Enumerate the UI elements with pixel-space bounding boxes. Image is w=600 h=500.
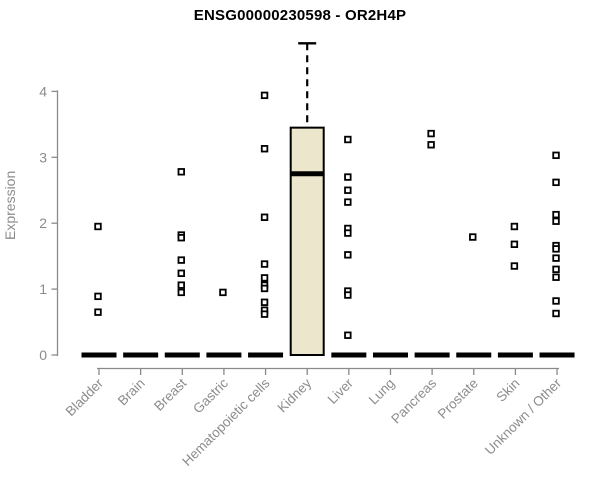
- data-point: [177, 281, 185, 289]
- x-category-label: Gastric: [190, 375, 231, 416]
- data-point: [552, 265, 560, 274]
- data-point: [344, 135, 352, 144]
- data-point: [552, 297, 560, 305]
- data-point: [177, 288, 185, 297]
- y-tick-label: 4: [39, 83, 47, 99]
- zero-median-bar: [206, 352, 242, 358]
- data-point: [427, 141, 435, 149]
- data-point: [94, 292, 102, 301]
- data-point: [510, 222, 519, 231]
- x-category-label: Lung: [366, 376, 398, 408]
- boxplot-box: [289, 126, 325, 356]
- data-point: [552, 210, 560, 219]
- data-point: [177, 168, 185, 176]
- y-tick-label: 1: [39, 281, 47, 297]
- data-point: [344, 331, 352, 339]
- zero-median-bar: [456, 352, 492, 358]
- data-point: [260, 284, 269, 293]
- data-point: [177, 269, 185, 277]
- data-point: [552, 309, 560, 318]
- data-point: [177, 256, 185, 264]
- zero-median-bar: [372, 352, 408, 358]
- data-point: [94, 308, 102, 316]
- zero-median-bar: [123, 352, 159, 358]
- data-point: [177, 233, 185, 242]
- data-point: [510, 240, 519, 248]
- chart-title: ENSG00000230598 - OR2H4P: [193, 7, 407, 24]
- zero-median-bar: [414, 352, 450, 358]
- data-point: [552, 273, 560, 281]
- zero-median-bar: [331, 352, 367, 358]
- y-tick-label: 3: [39, 149, 47, 165]
- data-point: [344, 229, 352, 237]
- data-point: [510, 262, 519, 270]
- x-category-label: Kidney: [275, 375, 315, 415]
- data-point: [469, 233, 477, 241]
- data-point: [344, 198, 352, 206]
- data-point: [552, 151, 560, 160]
- zero-median-bar: [81, 352, 117, 358]
- x-category-label: Unknown / Other: [482, 375, 565, 458]
- x-category-label: Bladder: [63, 375, 107, 419]
- data-point: [552, 254, 560, 262]
- y-tick-label: 2: [39, 215, 47, 231]
- data-point: [260, 91, 269, 100]
- data-point: [344, 173, 352, 181]
- data-point: [344, 251, 352, 259]
- x-category-label: Pancreas: [388, 375, 439, 426]
- y-tick-label: 0: [39, 347, 47, 363]
- data-point: [260, 260, 269, 268]
- x-category-label: Brain: [115, 376, 148, 409]
- data-point: [344, 186, 352, 194]
- x-category-label: Skin: [493, 376, 522, 405]
- x-category-label: Liver: [325, 375, 357, 407]
- data-point: [344, 291, 352, 299]
- data-point: [552, 178, 560, 187]
- x-category-label: Breast: [151, 375, 189, 413]
- x-category-label: Prostate: [435, 376, 481, 422]
- zero-median-bar: [164, 352, 200, 358]
- data-point: [260, 298, 269, 306]
- data-point: [260, 310, 269, 318]
- data-point: [427, 129, 435, 138]
- data-point: [94, 222, 102, 231]
- data-point: [219, 288, 227, 297]
- data-point: [260, 213, 269, 221]
- data-point: [552, 217, 560, 225]
- zero-median-bar: [539, 352, 575, 358]
- zero-median-bar: [497, 352, 533, 358]
- data-point: [552, 245, 560, 253]
- zero-median-bar: [248, 352, 284, 358]
- data-point: [260, 145, 269, 153]
- data-point: [260, 274, 269, 282]
